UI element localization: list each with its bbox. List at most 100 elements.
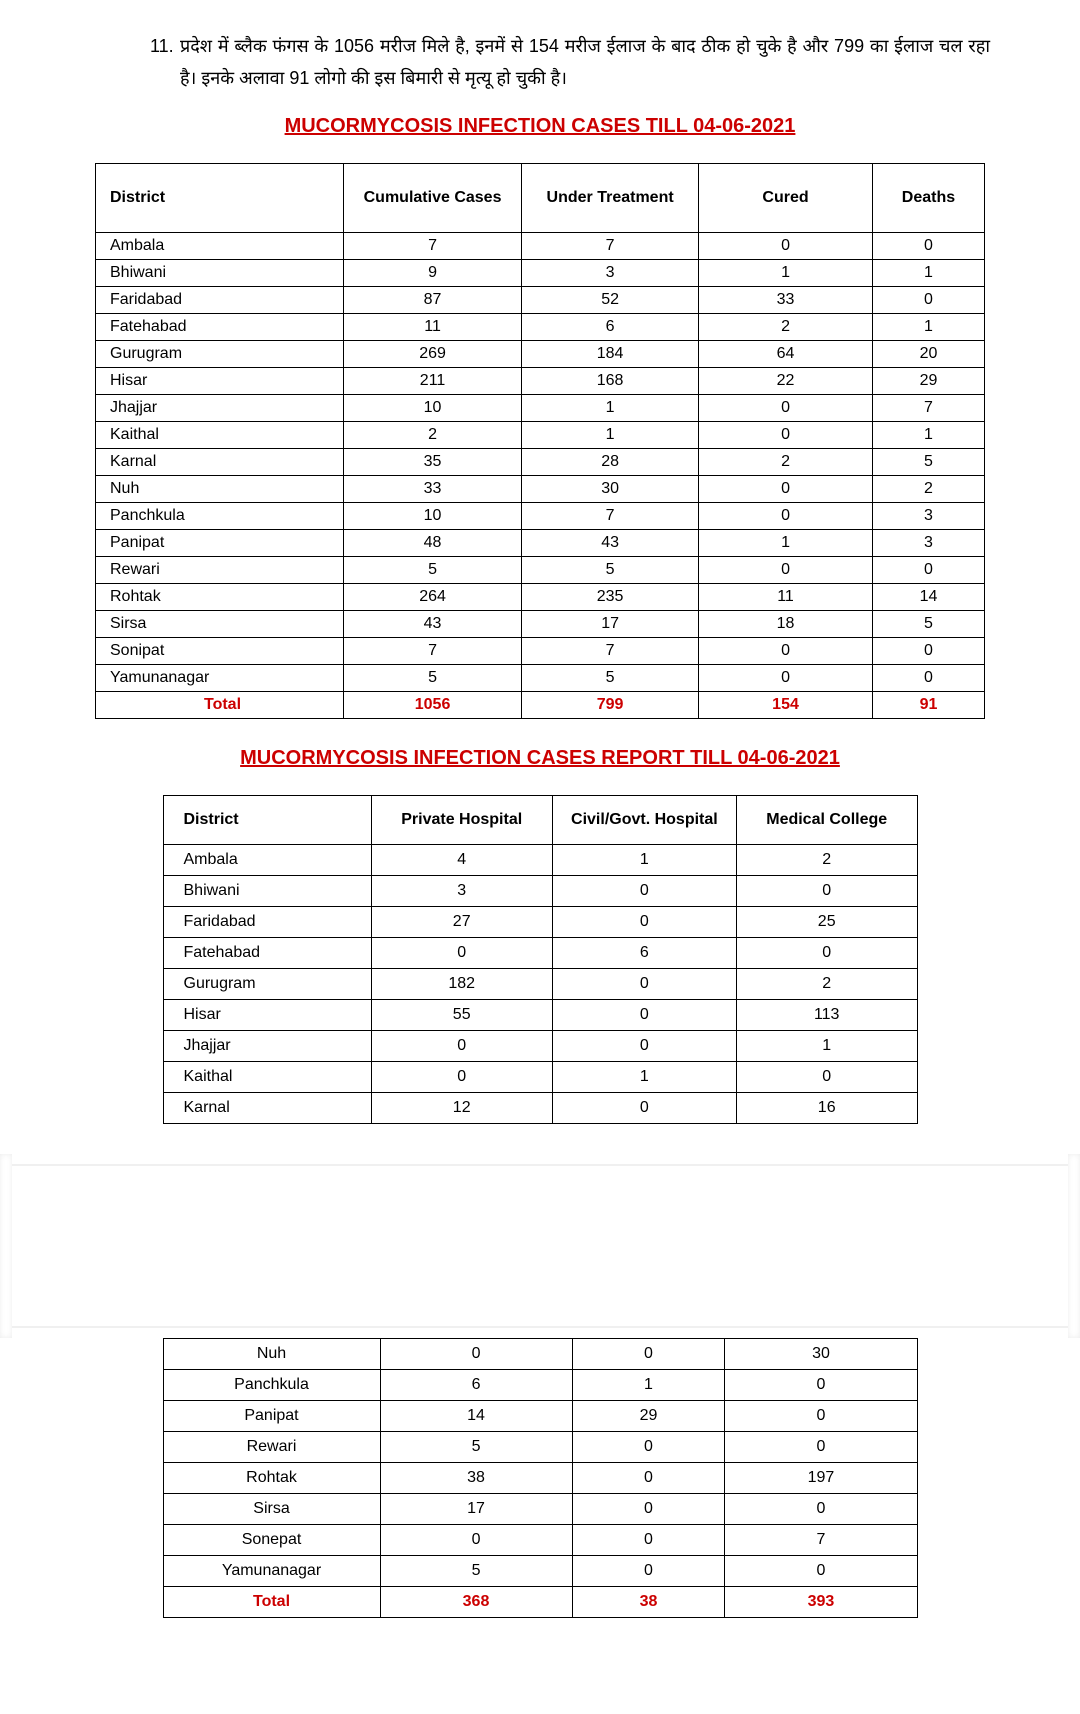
table-cell: 48 xyxy=(344,529,522,556)
table2-title: MUCORMYCOSIS INFECTION CASES REPORT TILL… xyxy=(90,747,990,770)
table2-header-row: District Private Hospital Civil/Govt. Ho… xyxy=(163,795,917,844)
table-row: Karnal352825 xyxy=(96,448,985,475)
bullet-text: प्रदेश में ब्लैक फंगस के 1056 मरीज मिले … xyxy=(180,30,990,95)
table-cell: 0 xyxy=(736,875,917,906)
table-row: Bhiwani9311 xyxy=(96,259,985,286)
table-cell: 20 xyxy=(872,340,984,367)
table-cell: 6 xyxy=(380,1369,572,1400)
table-cell: 52 xyxy=(522,286,699,313)
table-cell: 0 xyxy=(371,1030,552,1061)
table-cell: 5 xyxy=(522,664,699,691)
table-row: Gurugram18202 xyxy=(163,968,917,999)
table-cell: 0 xyxy=(725,1555,917,1586)
table-row: Jhajjar10107 xyxy=(96,394,985,421)
table-cell: 7 xyxy=(872,394,984,421)
table-row: Rewari5500 xyxy=(96,556,985,583)
table-cell: 0 xyxy=(380,1524,572,1555)
table-cell: 1 xyxy=(552,844,736,875)
table-cell: 6 xyxy=(552,937,736,968)
table-cell: Karnal xyxy=(163,1092,371,1123)
table-cell: 12 xyxy=(371,1092,552,1123)
table-cell: 1 xyxy=(872,313,984,340)
table-cell: Hisar xyxy=(163,999,371,1030)
table-cell: 0 xyxy=(552,1030,736,1061)
table-cell: 0 xyxy=(572,1524,725,1555)
table-cell: 29 xyxy=(872,367,984,394)
document-body: 11. प्रदेश में ब्लैक फंगस के 1056 मरीज म… xyxy=(0,0,1080,1124)
table-cell: 30 xyxy=(522,475,699,502)
table-cell: 5 xyxy=(872,448,984,475)
table-cell: 0 xyxy=(552,875,736,906)
table-cell: 28 xyxy=(522,448,699,475)
table-cell: 33 xyxy=(699,286,873,313)
table-cell: Yamunanagar xyxy=(96,664,344,691)
col-medical: Medical College xyxy=(736,795,917,844)
table-cell: 0 xyxy=(699,502,873,529)
table-cell: 5 xyxy=(344,664,522,691)
bullet-number: 11. xyxy=(150,30,180,95)
table-cell: 0 xyxy=(699,394,873,421)
table-cell: 30 xyxy=(725,1338,917,1369)
table-row: Kaithal2101 xyxy=(96,421,985,448)
table-cell: Nuh xyxy=(96,475,344,502)
table1-header-row: District Cumulative Cases Under Treatmen… xyxy=(96,163,985,232)
table-cell: Panchkula xyxy=(163,1369,380,1400)
table-row: Fatehabad060 xyxy=(163,937,917,968)
table-cell: 0 xyxy=(371,937,552,968)
table-cell: 0 xyxy=(699,475,873,502)
table-cell: 7 xyxy=(344,232,522,259)
table-cell: 197 xyxy=(725,1462,917,1493)
table-cell: 38 xyxy=(572,1586,725,1617)
table-cell: Faridabad xyxy=(163,906,371,937)
table-cell: 14 xyxy=(872,583,984,610)
table-row: Nuh0030 xyxy=(163,1338,917,1369)
table-cell: 3 xyxy=(371,875,552,906)
table-cell: 799 xyxy=(522,691,699,718)
table-row: Faridabad8752330 xyxy=(96,286,985,313)
table-cell: 5 xyxy=(344,556,522,583)
table-cell: 18 xyxy=(699,610,873,637)
report-table-bottom: Nuh0030Panchkula610Panipat14290Rewari500… xyxy=(163,1338,918,1618)
table-cell: Gurugram xyxy=(163,968,371,999)
table-cell: 368 xyxy=(380,1586,572,1617)
table-row: Ambala7700 xyxy=(96,232,985,259)
table-cell: 154 xyxy=(699,691,873,718)
table-cell: 2 xyxy=(872,475,984,502)
col-under-treatment: Under Treatment xyxy=(522,163,699,232)
table-cell: 0 xyxy=(699,637,873,664)
table-cell: 211 xyxy=(344,367,522,394)
table-cell: Rohtak xyxy=(96,583,344,610)
table-cell: 55 xyxy=(371,999,552,1030)
table-cell: Bhiwani xyxy=(96,259,344,286)
report-table-top: District Private Hospital Civil/Govt. Ho… xyxy=(163,795,918,1124)
table-cell: Gurugram xyxy=(96,340,344,367)
table-cell: 393 xyxy=(725,1586,917,1617)
table-cell: 113 xyxy=(736,999,917,1030)
table-cell: 7 xyxy=(522,502,699,529)
table-cell: 0 xyxy=(552,968,736,999)
table-cell: Sirsa xyxy=(96,610,344,637)
table-cell: 91 xyxy=(872,691,984,718)
table-cell: 5 xyxy=(522,556,699,583)
table-cell: 0 xyxy=(872,556,984,583)
table-cell: Kaithal xyxy=(163,1061,371,1092)
table-cell: 64 xyxy=(699,340,873,367)
table-cell: 1 xyxy=(736,1030,917,1061)
table-cell: 29 xyxy=(572,1400,725,1431)
table-cell: 235 xyxy=(522,583,699,610)
table-cell: Yamunanagar xyxy=(163,1555,380,1586)
table-cell: Sonipat xyxy=(96,637,344,664)
table-cell: 0 xyxy=(725,1431,917,1462)
table-row: Sirsa1700 xyxy=(163,1493,917,1524)
table-cell: 1 xyxy=(699,529,873,556)
table-row: Panipat484313 xyxy=(96,529,985,556)
table-cell: 0 xyxy=(572,1555,725,1586)
table-cell: Karnal xyxy=(96,448,344,475)
document-body-page2: Nuh0030Panchkula610Panipat14290Rewari500… xyxy=(0,1338,1080,1618)
table-cell: Panchkula xyxy=(96,502,344,529)
table-cell: 0 xyxy=(572,1431,725,1462)
table-cell: Sonepat xyxy=(163,1524,380,1555)
table-cell: 7 xyxy=(344,637,522,664)
table1-title: MUCORMYCOSIS INFECTION CASES TILL 04-06-… xyxy=(90,115,990,138)
table-cell: Rohtak xyxy=(163,1462,380,1493)
